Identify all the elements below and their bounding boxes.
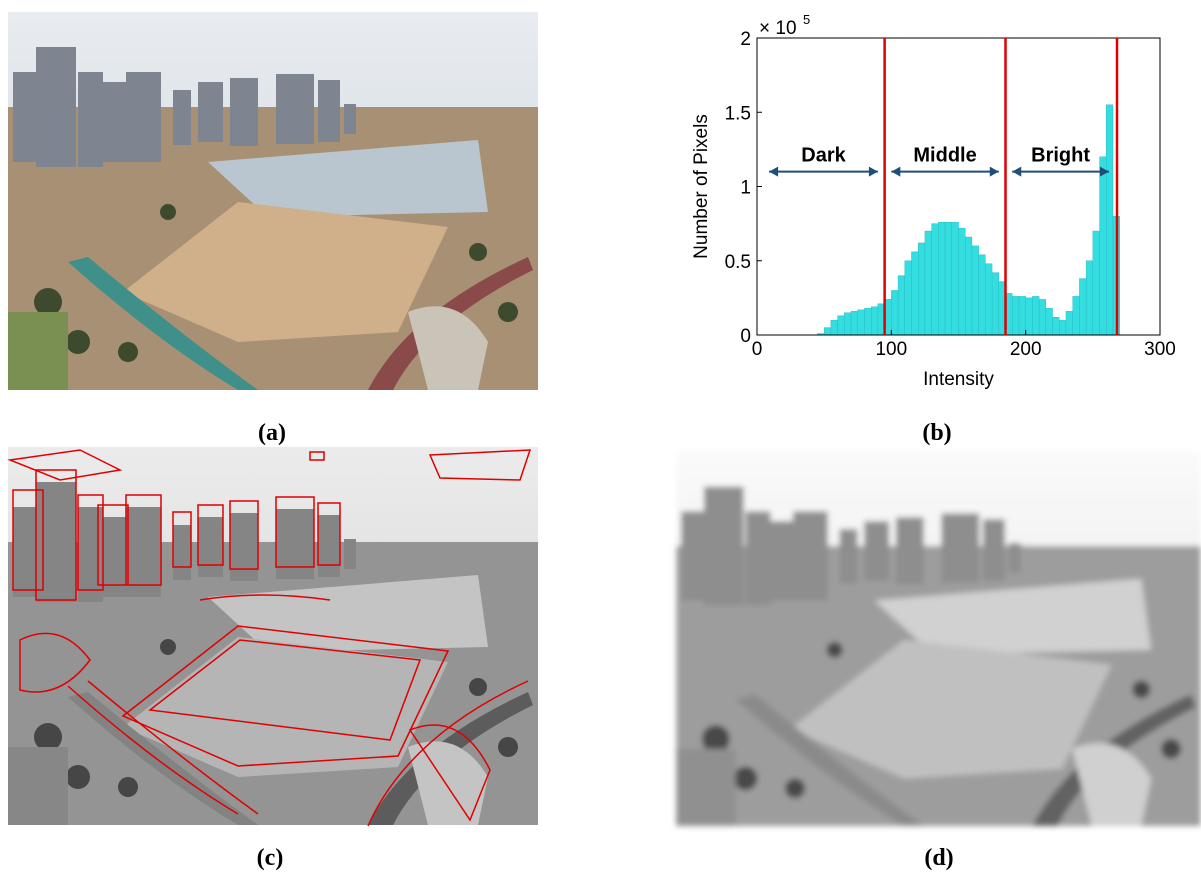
y-tick-label: 0.5 <box>725 252 751 273</box>
y-exponent: 5 <box>803 12 810 27</box>
photo-segmented <box>676 452 1200 826</box>
x-tick-label: 100 <box>875 339 907 360</box>
region-label: Middle <box>913 145 976 167</box>
x-tick-label: 0 <box>752 339 763 360</box>
y-multiplier: × 10 <box>759 18 797 39</box>
x-axis-label: Intensity <box>923 369 994 390</box>
bar <box>1053 317 1060 335</box>
bar <box>959 228 966 335</box>
bar <box>824 328 831 335</box>
bar <box>898 276 905 335</box>
bar <box>925 231 932 335</box>
panel-label: (b) <box>922 420 951 446</box>
bar <box>844 313 851 335</box>
bar <box>992 273 999 335</box>
bar <box>945 222 952 335</box>
bar <box>938 222 945 335</box>
region-label: Bright <box>1031 145 1090 167</box>
bar <box>1106 105 1113 335</box>
histogram-chart: 0 100 200 300 0 0.5 1 1.5 2 × 10 5 Intensity Number … <box>691 12 1176 390</box>
bar <box>1039 299 1046 335</box>
bar <box>1032 296 1039 335</box>
bar <box>979 255 986 335</box>
bar <box>932 224 939 335</box>
bar <box>1073 296 1080 335</box>
x-tick-label: 200 <box>1010 339 1042 360</box>
bar <box>952 222 959 335</box>
bar <box>972 246 979 335</box>
bar <box>1059 320 1066 335</box>
bar <box>1026 298 1033 335</box>
y-tick-label: 1.5 <box>725 103 751 124</box>
panel-label: (a) <box>258 420 286 446</box>
bar <box>864 308 871 335</box>
bar <box>858 310 865 335</box>
bar <box>905 261 912 335</box>
y-tick-label: 0 <box>740 326 751 347</box>
y-tick-label: 1 <box>740 178 751 199</box>
bar <box>1046 308 1053 335</box>
bar <box>871 307 878 335</box>
y-tick-label: 2 <box>740 29 751 50</box>
photo-original <box>8 12 538 390</box>
photo-superpixels <box>8 447 538 826</box>
bar <box>911 252 918 335</box>
bar <box>1100 157 1107 335</box>
bar <box>838 316 845 335</box>
bar <box>1079 279 1086 335</box>
bar <box>891 290 898 335</box>
panel-label: (d) <box>924 845 953 871</box>
bar <box>851 311 858 335</box>
bar <box>965 237 972 335</box>
bar <box>985 264 992 335</box>
bar <box>831 320 838 335</box>
bar <box>918 243 925 335</box>
bar <box>1019 296 1026 335</box>
figure: 0 100 200 300 0 0.5 1 1.5 2 × 10 5 Intensity Number … <box>0 0 1201 875</box>
y-axis-label: Number of Pixels <box>691 114 712 259</box>
bar <box>1093 231 1100 335</box>
panel-label: (c) <box>257 845 284 871</box>
bar <box>1012 296 1019 335</box>
x-tick-label: 300 <box>1144 339 1176 360</box>
bar <box>1086 261 1093 335</box>
bar <box>1066 311 1073 335</box>
region-label: Dark <box>801 145 846 167</box>
